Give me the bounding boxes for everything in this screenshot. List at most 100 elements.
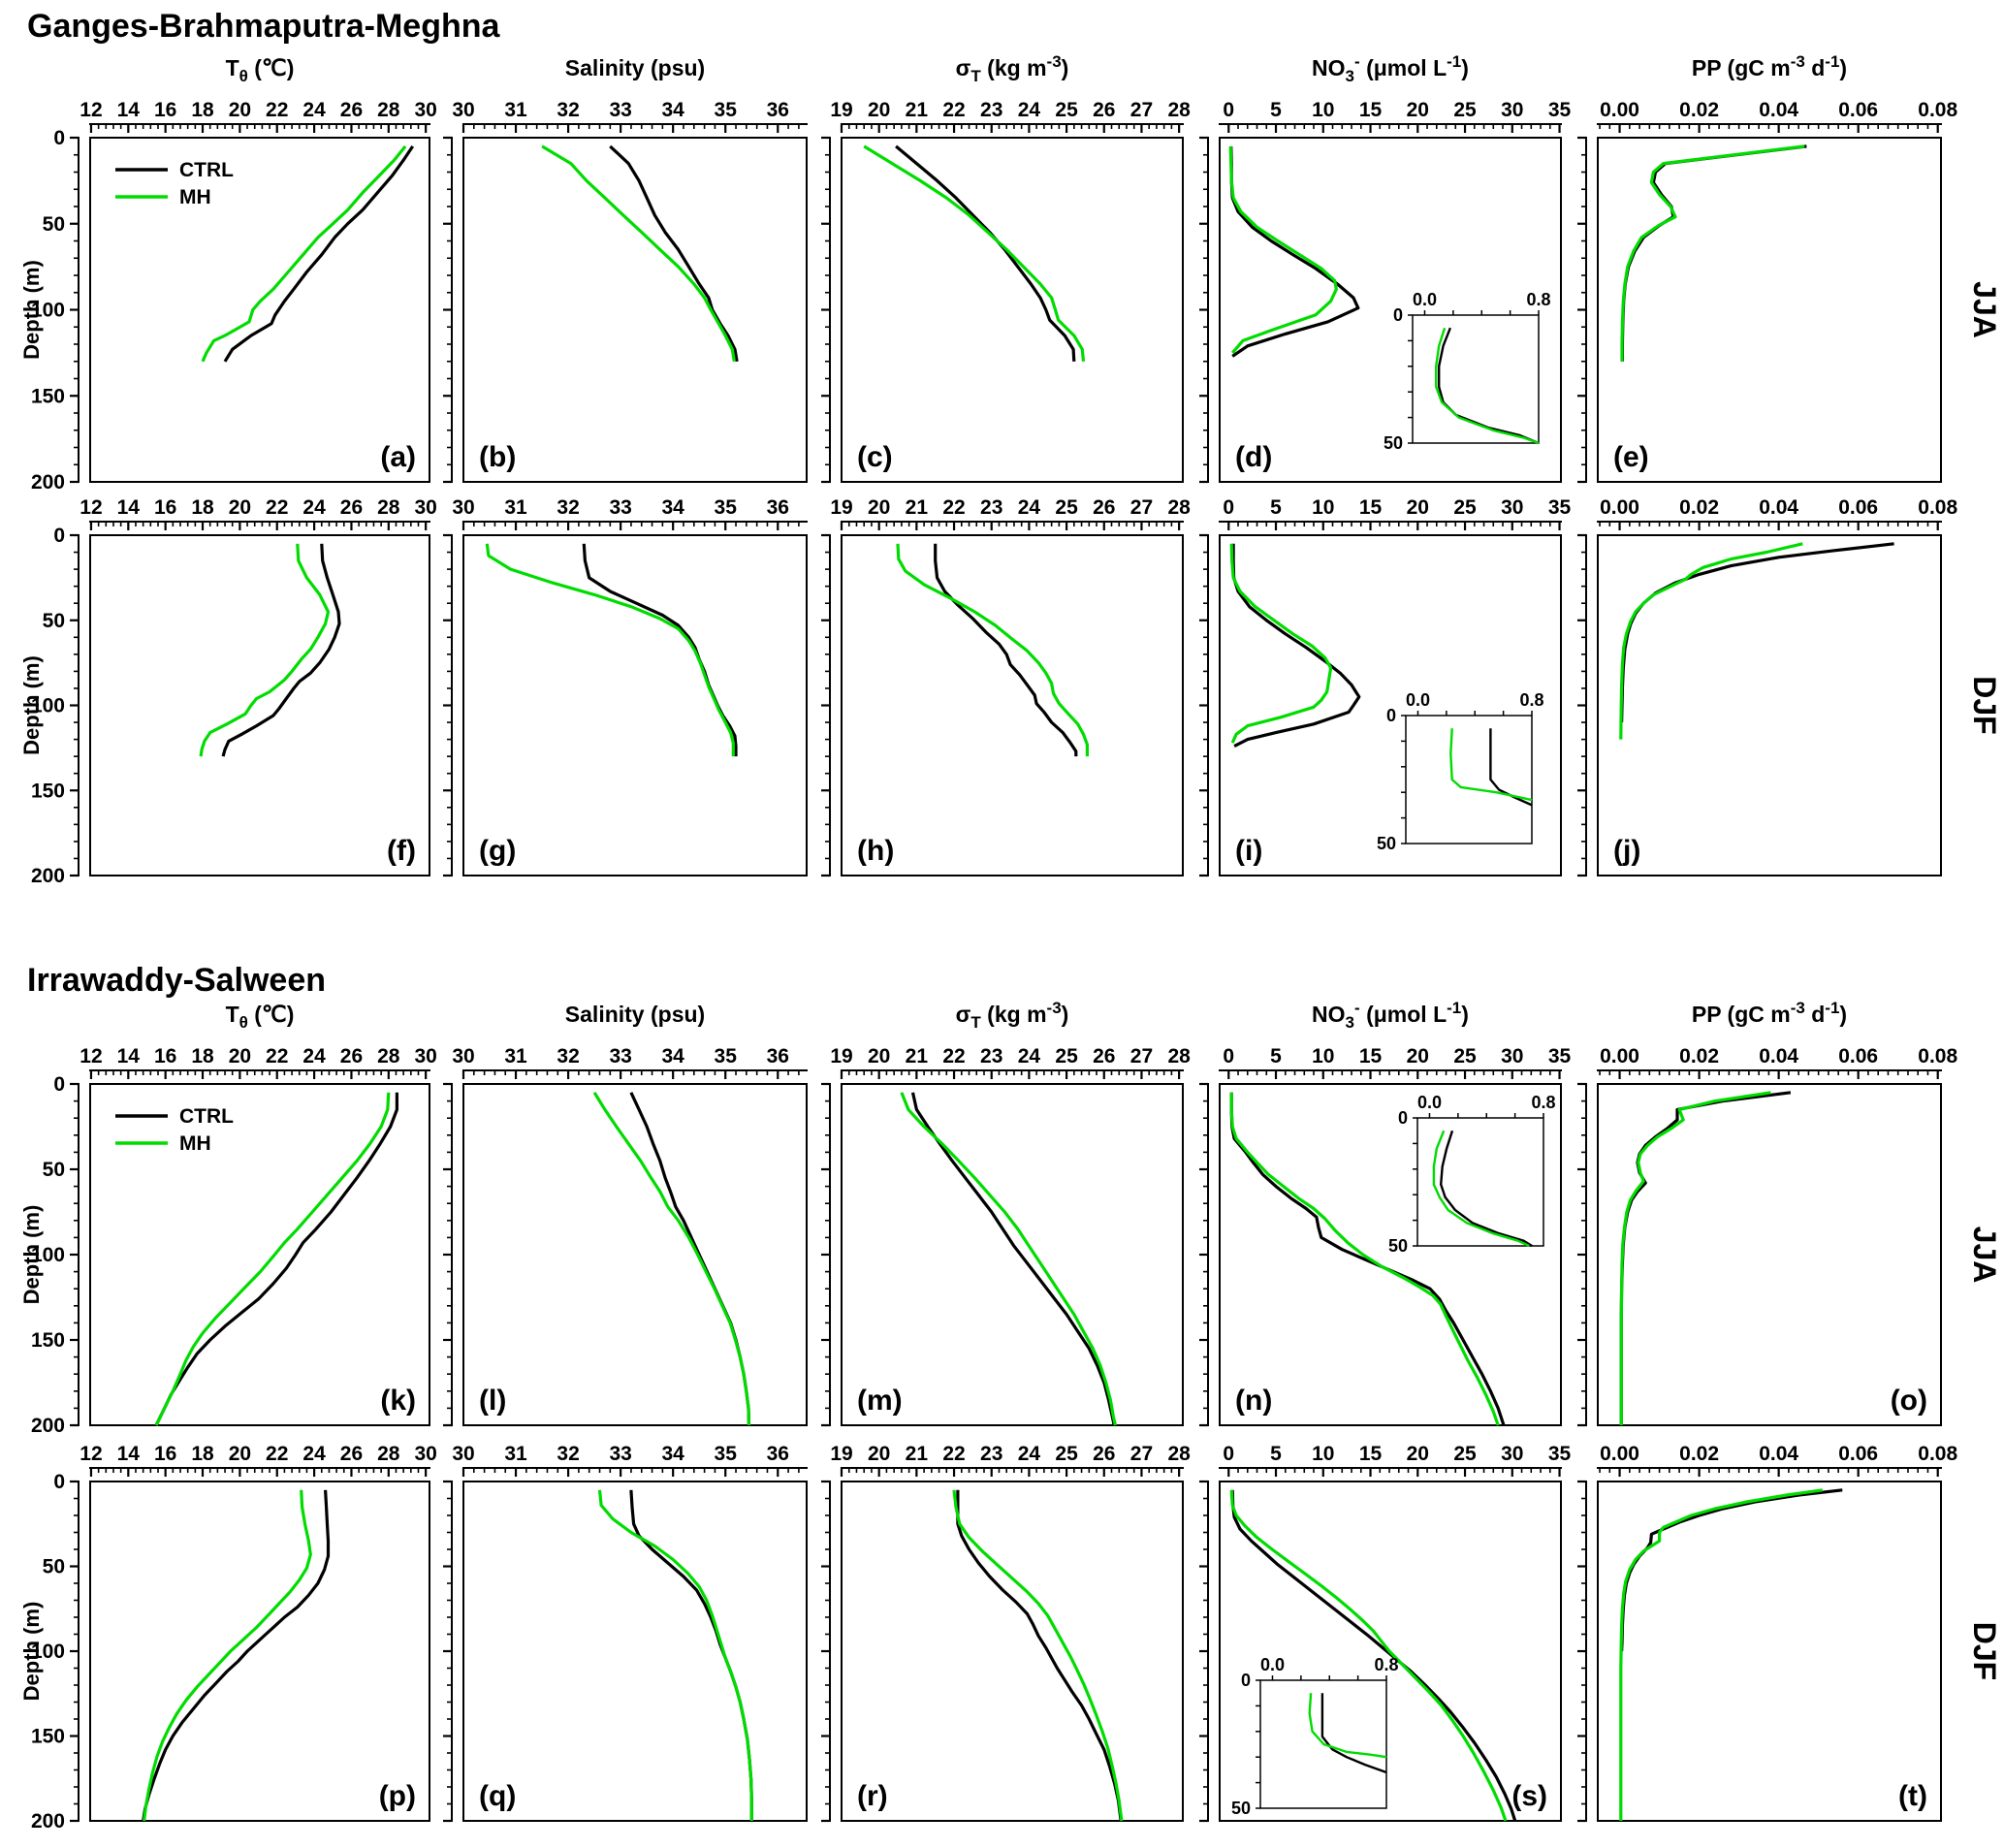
- svg-text:0: 0: [1386, 706, 1396, 725]
- svg-text:30: 30: [414, 1443, 436, 1465]
- svg-text:5: 5: [1270, 1045, 1282, 1067]
- panel-a: Tθ (℃) 12 14 16 18 20 22 24 26 28 30 0 50 100 150 200 CT…: [31, 55, 437, 494]
- svg-text:28: 28: [377, 1045, 400, 1067]
- svg-text:22: 22: [266, 1443, 288, 1465]
- svg-text:35: 35: [715, 1045, 738, 1067]
- mh-curve-g: [485, 543, 735, 757]
- svg-text:28: 28: [377, 496, 400, 519]
- panel-letter-b: (b): [479, 441, 516, 473]
- y-axis: [821, 1082, 831, 1427]
- svg-text:21: 21: [906, 1443, 929, 1465]
- mh-curve-s: [1229, 1489, 1508, 1822]
- svg-text:28: 28: [1167, 496, 1191, 519]
- panel-q: 30 31 32 33 34 35 36 (q): [443, 1443, 808, 1823]
- svg-text:30: 30: [1501, 1045, 1523, 1067]
- y-axis: [443, 1082, 453, 1427]
- svg-text:35: 35: [715, 1443, 738, 1465]
- svg-text:36: 36: [767, 496, 789, 519]
- x-axis-title: Tθ (℃): [226, 55, 295, 85]
- mh-curve-p: [143, 1489, 312, 1822]
- svg-text:15: 15: [1359, 99, 1383, 121]
- y-axis: [1199, 1480, 1209, 1823]
- plot-frame: [89, 534, 430, 876]
- svg-text:150: 150: [31, 1329, 65, 1352]
- svg-text:21: 21: [906, 1045, 929, 1067]
- panel-letter-p: (p): [379, 1780, 416, 1812]
- svg-text:24: 24: [1018, 1045, 1041, 1067]
- svg-text:24: 24: [302, 1045, 326, 1067]
- svg-text:26: 26: [340, 99, 363, 121]
- svg-text:10: 10: [1312, 1443, 1334, 1465]
- svg-text:26: 26: [1093, 99, 1115, 121]
- svg-text:14: 14: [117, 1443, 141, 1465]
- ctrl-curve-j: [1620, 542, 1894, 723]
- x-axis: 19 20 21 22 23 24 25 26 27 28: [830, 99, 1191, 133]
- svg-text:50: 50: [43, 1159, 65, 1181]
- svg-text:100: 100: [31, 1244, 65, 1266]
- ctrl-inset-curve-n: [1439, 1130, 1533, 1248]
- x-axis: 0.00 0.02 0.04 0.06 0.08: [1597, 496, 1957, 530]
- svg-text:0.06: 0.06: [1838, 1443, 1878, 1465]
- mh-curve-b: [541, 144, 736, 363]
- svg-text:30: 30: [1501, 99, 1523, 121]
- svg-text:0.8: 0.8: [1526, 290, 1550, 309]
- ctrl-curve-b: [609, 144, 739, 363]
- mh-curve-c: [863, 144, 1086, 362]
- svg-text:0.04: 0.04: [1759, 1443, 1798, 1465]
- svg-text:50: 50: [43, 1556, 65, 1578]
- svg-text:30: 30: [452, 1045, 474, 1067]
- panel-p: 12 14 16 18 20 22 24 26 28 30 0 50 100 150 200 (p): [31, 1443, 437, 1832]
- x-axis-title: σT (kg m-3): [956, 52, 1069, 85]
- plot-frame: [841, 1083, 1184, 1426]
- panel-letter-n: (n): [1235, 1385, 1272, 1417]
- svg-text:27: 27: [1130, 99, 1153, 121]
- panel-letter-j: (j): [1613, 835, 1640, 867]
- mh-curve-f: [199, 543, 331, 757]
- svg-text:0.06: 0.06: [1838, 99, 1878, 121]
- mh-curve-o: [1619, 1091, 1771, 1425]
- svg-text:0.00: 0.00: [1600, 1045, 1639, 1067]
- x-axis-title: NO3- (μmol L-1): [1312, 999, 1469, 1032]
- svg-text:0.8: 0.8: [1519, 690, 1543, 710]
- svg-text:27: 27: [1130, 496, 1153, 519]
- mh-curve-n: [1229, 1092, 1500, 1426]
- svg-text:0.0: 0.0: [1413, 290, 1437, 309]
- svg-text:35: 35: [1548, 1443, 1572, 1465]
- panel-letter-e: (e): [1613, 441, 1649, 473]
- svg-text:19: 19: [830, 496, 852, 519]
- svg-text:0: 0: [1223, 1045, 1234, 1067]
- svg-text:0: 0: [53, 525, 65, 547]
- svg-text:22: 22: [266, 496, 288, 519]
- plot-frame: [841, 534, 1184, 876]
- svg-text:0.8: 0.8: [1531, 1093, 1555, 1112]
- svg-text:15: 15: [1359, 496, 1383, 519]
- svg-text:20: 20: [868, 1443, 890, 1465]
- svg-text:0.08: 0.08: [1918, 1443, 1957, 1465]
- x-axis: 0 5 10 15 20 25 30 35: [1219, 99, 1572, 133]
- svg-text:14: 14: [117, 1045, 141, 1067]
- plot-frame: [89, 1481, 430, 1822]
- svg-text:12: 12: [80, 1045, 102, 1067]
- svg-text:25: 25: [1055, 99, 1078, 121]
- y-axis: 0 50 100 150 200: [31, 127, 80, 494]
- svg-text:35: 35: [1548, 496, 1572, 519]
- ctrl-curve-a: [223, 145, 415, 363]
- ctrl-curve-f: [221, 543, 341, 757]
- svg-text:24: 24: [1018, 99, 1041, 121]
- svg-text:26: 26: [1093, 1045, 1115, 1067]
- x-axis: 12 14 16 18 20 22 24 26 28 30: [80, 1443, 437, 1477]
- plot-frame: [1219, 1481, 1562, 1822]
- ctrl-curve-h: [934, 543, 1078, 757]
- svg-text:0.04: 0.04: [1759, 496, 1798, 519]
- y-axis-title: Depth (m): [19, 260, 44, 360]
- season-label-jja-2: JJA: [1967, 1227, 2002, 1284]
- svg-text:36: 36: [767, 99, 789, 121]
- svg-text:30: 30: [452, 496, 474, 519]
- svg-text:26: 26: [340, 496, 363, 519]
- svg-text:24: 24: [302, 99, 326, 121]
- x-axis-title: σT (kg m-3): [956, 999, 1069, 1032]
- mh-curve-e: [1620, 144, 1805, 362]
- svg-text:0.0: 0.0: [1417, 1093, 1442, 1112]
- panel-b: Salinity (psu) 30 31 32 33 34 35 36 (b): [443, 55, 808, 484]
- x-axis: 0.00 0.02 0.04 0.06 0.08: [1597, 99, 1957, 133]
